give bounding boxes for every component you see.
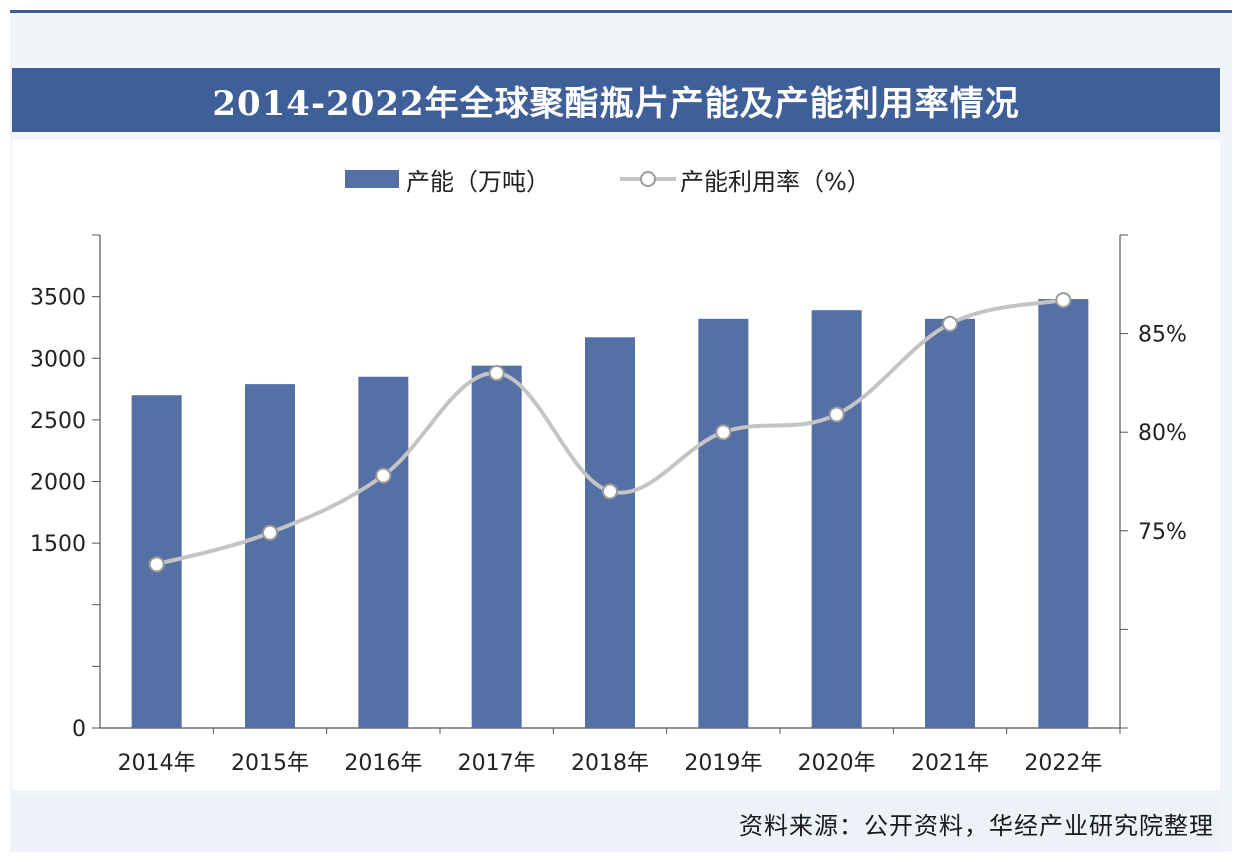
source-bar [12,795,1220,850]
x-tick-label: 2022年 [1024,751,1102,776]
utilization-point [828,406,845,423]
utilization-point [1055,292,1072,309]
legend-bar-label: 产能（万吨） [406,168,550,196]
legend-line-label: 产能利用率（%） [680,168,871,196]
x-tick-label: 2014年 [118,751,196,776]
left-tick-label: 1500 [30,532,86,557]
bar [358,376,409,728]
source-note: 资料来源：公开资料，华经产业研究院整理 [739,812,1214,840]
x-tick-label: 2017年 [458,751,536,776]
bar [471,365,522,728]
right-tick-label: 85% [1138,323,1187,348]
legend-bar-swatch [345,170,399,188]
utilization-point [602,483,618,500]
x-tick-label: 2016年 [344,751,422,776]
utilization-point [375,467,392,484]
legend-line-marker [640,171,656,187]
x-tick-label: 2020年 [798,751,876,776]
bar [1038,299,1089,728]
left-tick-label: 3000 [30,347,86,372]
utilization-point [942,315,958,332]
left-tick-label: 3500 [30,286,86,311]
utilization-point [262,524,278,541]
x-tick-label: 2018年 [571,751,649,776]
bar [925,318,975,728]
right-tick-label: 75% [1138,520,1187,545]
title-bar: 2014-2022年全球聚酯瓶片产能及产能利用率情况 [12,68,1220,132]
right-tick-label: 80% [1138,421,1187,446]
utilization-point [148,556,165,573]
bar [811,310,862,728]
bar [585,337,635,728]
x-tick-label: 2021年 [911,751,989,776]
left-tick-label: 0 [72,717,86,742]
bar [245,384,295,728]
left-tick-label: 2000 [30,471,86,496]
utilization-point [488,365,505,382]
x-tick-label: 2015年 [231,751,309,776]
left-tick-label: 2500 [30,409,86,434]
bar [698,318,749,728]
utilization-point [715,424,732,441]
x-tick-label: 2019年 [684,751,762,776]
chart-title: 2014-2022年全球聚酯瓶片产能及产能利用率情况 [212,83,1020,124]
